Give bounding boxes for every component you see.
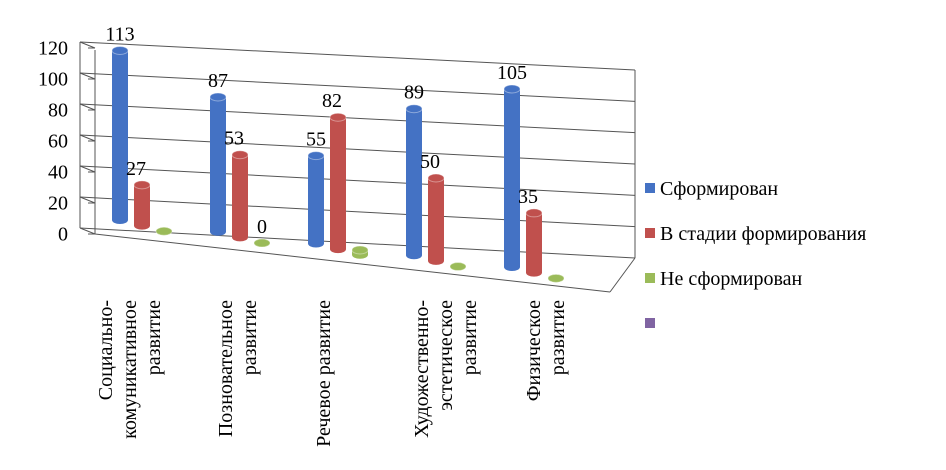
x-tick-label: Позновательное развитие	[215, 300, 261, 437]
value-label: 53	[224, 128, 244, 150]
x-tick-label: Физическое развитие	[523, 300, 569, 401]
bar-top	[111, 46, 129, 55]
label-line: комуникативное	[119, 300, 141, 439]
legend-swatch	[645, 183, 655, 193]
grid-line-side	[79, 72, 96, 80]
label-line: развитие	[239, 300, 261, 375]
legend-swatch	[645, 228, 655, 238]
bar-top	[329, 112, 347, 122]
label-line: Художественно-	[411, 300, 433, 438]
y-tick-label: 40	[48, 162, 68, 184]
grid-line	[79, 41, 636, 71]
bar	[406, 108, 422, 256]
grid-line-side	[79, 165, 96, 173]
floor-right	[609, 257, 636, 293]
y-tick-label: 80	[48, 100, 68, 122]
bar	[134, 184, 150, 226]
value-label: 89	[404, 82, 424, 104]
grid-line	[79, 227, 636, 259]
value-label: 50	[420, 151, 440, 173]
value-label: 113	[105, 24, 134, 46]
label-line: развитие	[143, 300, 165, 375]
label-line: Речевое развитие	[313, 300, 335, 447]
grid-line-side	[79, 227, 96, 235]
legend-label: В стадии формирования	[660, 223, 866, 245]
y-tick-label: 0	[58, 224, 68, 246]
label-line: развитие	[547, 300, 569, 375]
bar	[232, 154, 248, 238]
value-label: 35	[518, 186, 538, 208]
bar	[112, 50, 128, 220]
bar	[526, 212, 542, 273]
value-label: 55	[306, 129, 326, 151]
x-tick-label: Художественно-эстетическое развитие	[411, 300, 481, 438]
legend-label: Не сформирован	[660, 268, 803, 290]
bar-top	[351, 245, 369, 255]
legend-swatch	[645, 273, 655, 283]
grid-line	[79, 103, 636, 134]
bar-top	[307, 151, 325, 161]
bar-top	[133, 180, 151, 190]
legend-label: Сформирован	[660, 178, 778, 200]
bar-top	[547, 273, 565, 283]
value-label: 87	[208, 70, 228, 92]
grid-line-side	[79, 41, 96, 49]
label-line: Физическое	[523, 300, 545, 401]
value-label: 27	[126, 158, 146, 180]
bar-top	[405, 104, 423, 114]
bar-top	[155, 226, 173, 236]
grid-line	[79, 165, 636, 196]
grid-line-side	[79, 103, 96, 111]
bar-top	[503, 84, 521, 94]
bar	[210, 96, 226, 232]
bar-top	[253, 238, 271, 248]
floor-front	[94, 233, 611, 293]
x-tick-label: Речевое развитие	[313, 300, 335, 447]
label-line: Позновательное	[215, 300, 237, 437]
bar-top	[427, 173, 445, 183]
grid-line-side	[79, 134, 96, 142]
value-label: 0	[257, 216, 267, 238]
label-line: эстетическое	[435, 300, 457, 411]
grid-line	[79, 72, 636, 102]
bar-top	[209, 92, 227, 102]
value-label: 105	[497, 62, 527, 84]
grid-line-side	[79, 196, 96, 204]
y-tick-label: 20	[48, 193, 68, 215]
label-line: развитие	[459, 300, 481, 375]
y-tick-label: 60	[48, 131, 68, 153]
bar	[308, 155, 324, 244]
bar	[504, 88, 520, 268]
bar-top	[231, 150, 249, 160]
x-tick-label: Социально-комуникативное развитие	[95, 300, 165, 439]
bar	[330, 117, 346, 250]
y-tick-label: 120	[38, 38, 68, 60]
bar-top	[525, 208, 543, 218]
bar	[428, 178, 444, 261]
bar-top	[449, 262, 467, 272]
grid-line	[79, 196, 636, 228]
grid-line	[79, 134, 636, 165]
value-label: 82	[322, 90, 342, 112]
legend-swatch	[645, 318, 655, 328]
label-line: Социально-	[95, 300, 117, 400]
y-tick-label: 100	[38, 69, 68, 91]
